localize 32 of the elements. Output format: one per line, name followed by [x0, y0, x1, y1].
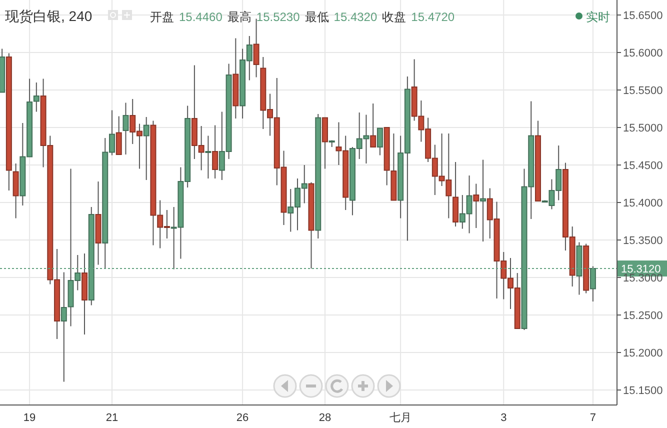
candlestick [212, 124, 218, 179]
y-tick-label: 15.4000 [623, 198, 663, 210]
candlestick [12, 163, 19, 219]
candlestick [376, 128, 383, 156]
y-tick-label: 15.1500 [623, 385, 663, 397]
y-tick-label: 15.5000 [623, 122, 663, 134]
x-tick-label: 19 [23, 412, 36, 424]
y-tick-label: 15.5500 [623, 85, 663, 97]
annotation: 实时 [586, 10, 610, 24]
x-tick-label: 26 [236, 412, 249, 424]
text: 开盘 15.4460 最高 15.5230 最低 15.4320 收盘 15.4720 [150, 10, 455, 24]
candlestick [143, 116, 150, 180]
candlestick [480, 159, 486, 242]
candlestick [122, 102, 129, 155]
x-tick-label: 28 [318, 412, 332, 424]
candlestick [116, 116, 122, 155]
x-tick-label: 3 [500, 412, 507, 424]
y-tick-label: 15.3500 [623, 235, 663, 247]
y-tick-label: 15.2500 [623, 310, 663, 322]
y-tick-label: 15.4500 [623, 160, 663, 172]
ref-line-label: 15.3120 [621, 264, 661, 276]
x-tick-label: 七月 [390, 411, 412, 424]
x-tick-label: 21 [106, 412, 118, 424]
candlestick [322, 117, 328, 170]
candlestick [370, 103, 376, 148]
y-tick-label: 15.6500 [623, 10, 663, 22]
x-tick-label: 7 [590, 412, 596, 424]
candlestick [205, 135, 212, 179]
y-tick-label: 15.2000 [623, 348, 663, 360]
candlestick [473, 183, 480, 228]
y-tick-label: 15.6000 [623, 48, 663, 60]
text: 现货白银, 240 [5, 8, 92, 24]
